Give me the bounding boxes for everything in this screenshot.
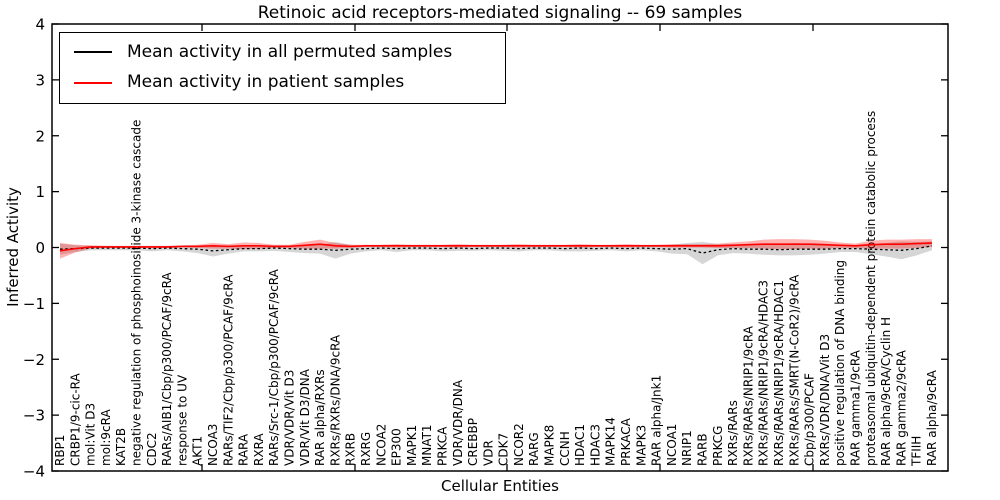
svg-text:PRKACA: PRKACA [619, 417, 633, 466]
svg-text:RARs/TIF2/Cbp/p300/PCAF/9cRA: RARs/TIF2/Cbp/p300/PCAF/9cRA [221, 274, 235, 466]
svg-text:RAR gamma2/9cRA: RAR gamma2/9cRA [894, 349, 908, 466]
svg-text:RARB: RARB [696, 433, 710, 466]
x-axis-label: Cellular Entities [441, 477, 559, 495]
svg-text:RARG: RARG [527, 432, 541, 466]
svg-text:negative regulation of phospho: negative regulation of phosphoinositide … [129, 120, 143, 466]
svg-text:RXRs/RARs: RXRs/RARs [726, 400, 740, 466]
svg-text:RXRG: RXRG [359, 432, 373, 466]
svg-text:RARs/AIB1/Cbp/p300/PCAF/9cRA: RARs/AIB1/Cbp/p300/PCAF/9cRA [160, 272, 174, 466]
svg-text:NRIP1: NRIP1 [680, 430, 694, 466]
svg-text:CCNH: CCNH [558, 431, 572, 466]
legend-item-permuted: Mean activity in all permuted samples [74, 42, 505, 62]
svg-text:RXRs/RARs/SMRT(N-CoR2)/9cRA: RXRs/RARs/SMRT(N-CoR2)/9cRA [787, 274, 801, 466]
legend-label-permuted: Mean activity in all permuted samples [127, 42, 453, 62]
svg-text:RXRs/RARs/NRIP1/9cRA/HDAC1: RXRs/RARs/NRIP1/9cRA/HDAC1 [772, 280, 786, 466]
svg-text:RAR gamma1/9cRA: RAR gamma1/9cRA [849, 349, 863, 466]
svg-text:VDR/Vit D3/DNA: VDR/Vit D3/DNA [298, 368, 312, 466]
svg-text:HDAC1: HDAC1 [573, 424, 587, 466]
svg-text:RARs/Src-1/Cbp/p300/PCAF/9cRA: RARs/Src-1/Cbp/p300/PCAF/9cRA [267, 268, 281, 466]
svg-text:CDC2: CDC2 [145, 432, 159, 466]
svg-text:0: 0 [35, 239, 45, 257]
svg-text:MAPK8: MAPK8 [543, 425, 557, 466]
svg-text:PRKCG: PRKCG [711, 426, 725, 466]
svg-text:mol:Vit D3: mol:Vit D3 [84, 403, 98, 466]
svg-text:RAR alpha/Jnk1: RAR alpha/Jnk1 [650, 375, 664, 466]
svg-text:RAR alpha/RXRs: RAR alpha/RXRs [313, 369, 327, 466]
svg-text:KAT2B: KAT2B [114, 428, 128, 466]
legend-label-patient: Mean activity in patient samples [127, 72, 405, 93]
svg-text:MAPK3: MAPK3 [634, 425, 648, 466]
svg-text:−2: −2 [23, 351, 45, 369]
svg-text:RXRA: RXRA [252, 433, 266, 466]
svg-text:VDR/VDR/DNA: VDR/VDR/DNA [451, 379, 465, 466]
svg-text:Cbp/p300/PCAF: Cbp/p300/PCAF [803, 373, 817, 466]
svg-text:RXRB: RXRB [344, 433, 358, 466]
svg-text:HDAC3: HDAC3 [588, 424, 602, 466]
chart-title: Retinoic acid receptors-mediated signali… [257, 3, 743, 23]
svg-text:RXRs/RXRs/DNA/9cRA: RXRs/RXRs/DNA/9cRA [328, 334, 342, 466]
svg-text:MAPK14: MAPK14 [604, 417, 618, 466]
svg-text:−1: −1 [23, 295, 45, 313]
svg-text:RXRs/VDR/DNA/Vit D3: RXRs/VDR/DNA/Vit D3 [818, 334, 832, 466]
svg-text:proteasomal ubiquitin-dependen: proteasomal ubiquitin-dependent protein … [864, 111, 878, 466]
svg-text:AKT1: AKT1 [191, 436, 205, 466]
svg-text:NCOA3: NCOA3 [206, 424, 220, 466]
svg-text:NCOA1: NCOA1 [665, 424, 679, 466]
svg-text:−4: −4 [23, 463, 45, 481]
svg-text:−3: −3 [23, 407, 45, 425]
legend-line-patient [74, 81, 112, 84]
svg-text:mol:9cRA: mol:9cRA [99, 409, 113, 466]
svg-text:CRBP1/9-cic-RA: CRBP1/9-cic-RA [68, 372, 82, 466]
legend-line-permuted [74, 51, 112, 54]
y-axis-label: Inferred Activity [4, 187, 22, 307]
svg-text:NCOA2: NCOA2 [374, 424, 388, 466]
legend: Mean activity in all permuted samples Me… [59, 32, 506, 104]
svg-text:RAR alpha/9cRA/Cyclin H: RAR alpha/9cRA/Cyclin H [879, 317, 893, 466]
svg-text:positive regulation of DNA bin: positive regulation of DNA binding [833, 260, 847, 466]
svg-text:RXRs/RARs/NRIP1/9cRA/HDAC3: RXRs/RARs/NRIP1/9cRA/HDAC3 [757, 280, 771, 466]
svg-text:NCOR2: NCOR2 [512, 423, 526, 466]
svg-text:RAR alpha/9cRA: RAR alpha/9cRA [925, 369, 939, 466]
svg-text:CREBBP: CREBBP [466, 418, 480, 466]
svg-text:RBP1: RBP1 [53, 435, 67, 466]
svg-text:RARA: RARA [237, 433, 251, 466]
svg-text:PRKCA: PRKCA [435, 426, 449, 466]
svg-text:RXRs/RARs/NRIP1/9cRA: RXRs/RARs/NRIP1/9cRA [741, 325, 755, 466]
legend-item-patient: Mean activity in patient samples [74, 72, 505, 92]
svg-text:1: 1 [35, 183, 45, 201]
svg-text:CDK7: CDK7 [497, 433, 511, 466]
svg-text:response to UV: response to UV [175, 374, 189, 466]
svg-text:VDR: VDR [481, 440, 495, 466]
svg-text:VDR/VDR/Vit D3: VDR/VDR/Vit D3 [282, 370, 296, 466]
svg-text:TFIIH: TFIIH [910, 436, 924, 467]
svg-text:3: 3 [35, 71, 45, 89]
svg-text:2: 2 [35, 127, 45, 145]
svg-text:EP300: EP300 [390, 428, 404, 466]
svg-text:MNAT1: MNAT1 [420, 424, 434, 466]
svg-text:4: 4 [35, 16, 45, 34]
svg-text:MAPK1: MAPK1 [405, 425, 419, 466]
